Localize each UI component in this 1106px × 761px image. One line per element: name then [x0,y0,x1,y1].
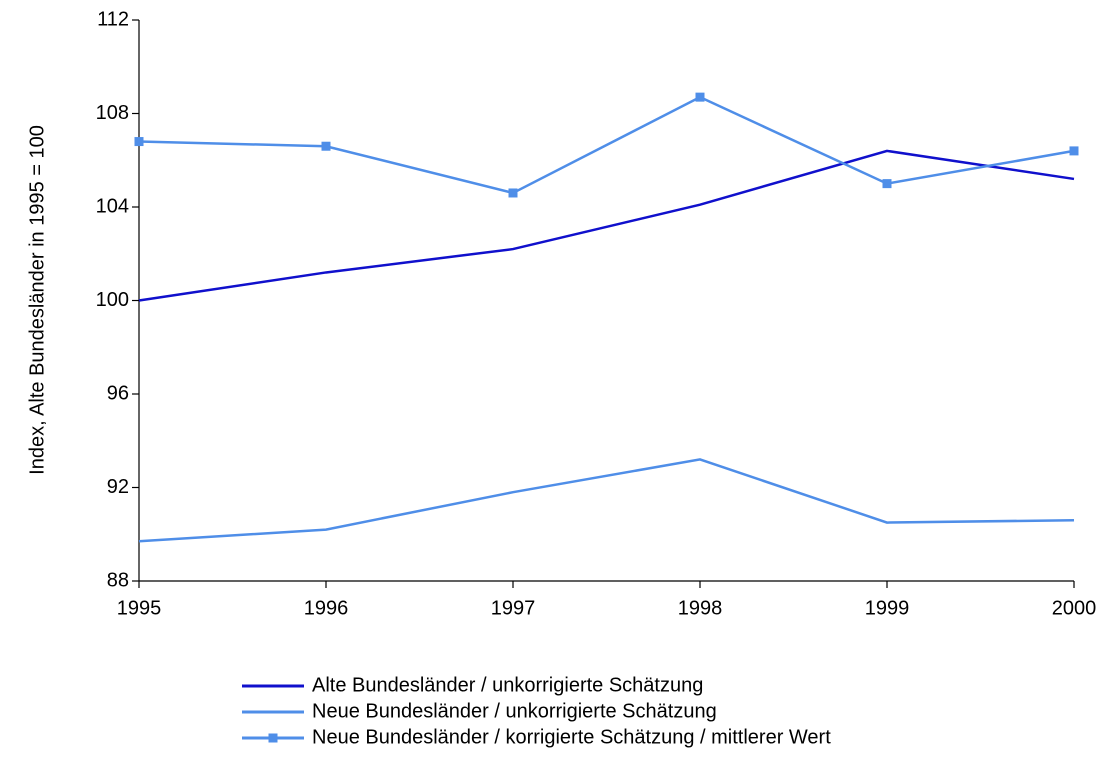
point-marker [1069,146,1079,156]
point-marker [321,141,331,151]
series-line [138,95,1075,195]
x-tick-label: 1999 [865,597,910,619]
y-tick-label: 88 [107,569,129,591]
x-tick-label: 1998 [678,597,723,619]
series-line [138,149,1075,302]
legend-label: Alte Bundesländer / unkorrigierte Schätz… [312,674,703,696]
point-marker [695,92,705,102]
y-tick-label: 96 [107,382,129,404]
x-tick-label: 1997 [491,597,536,619]
series-line [138,458,1075,543]
y-axis-label: Index, Alte Bundesländer in 1995 = 100 [26,125,48,475]
y-tick-label: 108 [96,102,129,124]
y-tick-label: 112 [97,8,129,30]
y-tick-label: 104 [96,195,129,217]
x-tick-label: 2000 [1052,597,1097,619]
y-tick-label: 92 [107,476,129,498]
point-marker [134,137,144,147]
point-marker [882,179,892,189]
y-tick-label: 100 [96,289,129,311]
x-tick-label: 1995 [117,597,162,619]
x-tick-label: 1996 [304,597,349,619]
legend-marker [268,733,278,743]
point-marker [508,188,518,198]
legend-label: Neue Bundesländer / korrigierte Schätzun… [312,726,831,748]
legend-label: Neue Bundesländer / unkorrigierte Schätz… [312,700,717,722]
